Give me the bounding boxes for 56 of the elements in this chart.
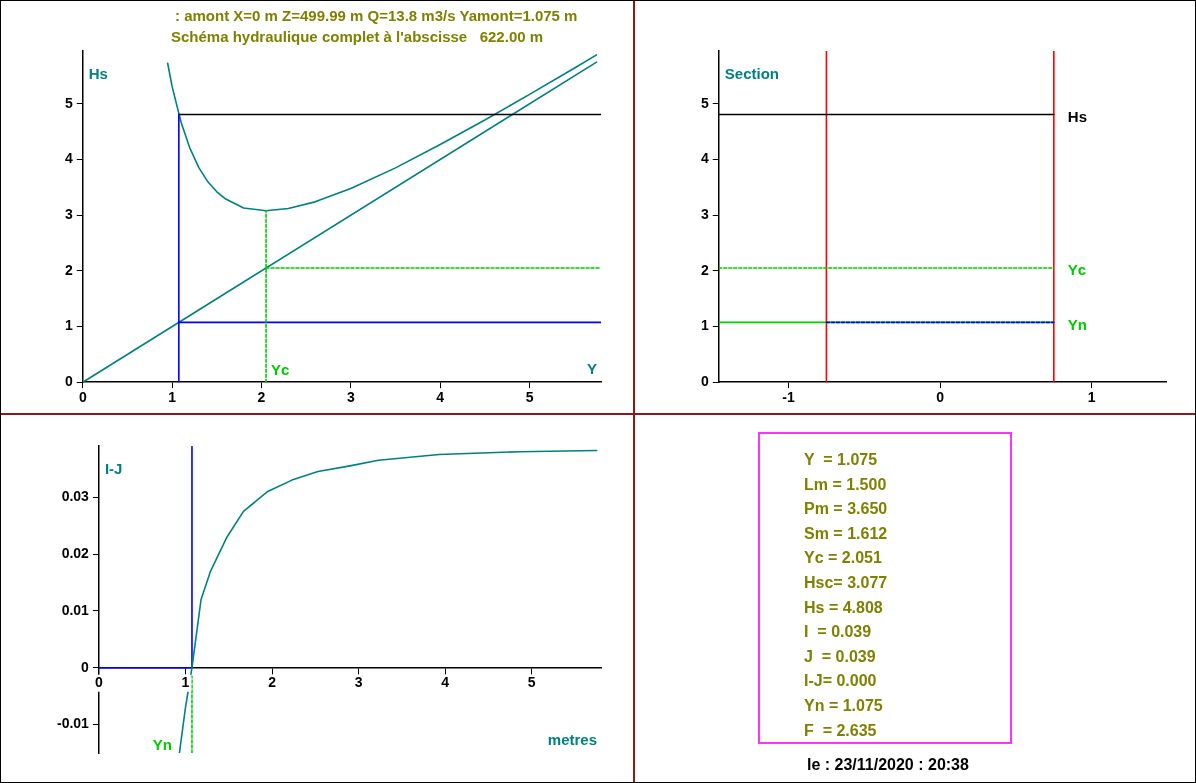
y-tick-label: 3: [64, 206, 73, 223]
x-tick-label: -1: [782, 389, 795, 406]
x-tick-label: 1: [1087, 389, 1096, 406]
y-tick-label: 1: [64, 317, 73, 334]
x-tick-label: 2: [268, 673, 277, 690]
text: Pm = 3.650: [804, 499, 889, 520]
chart-subtitle: Schéma hydraulique complet à l'abscisse 622.00 m: [171, 28, 545, 45]
y-tick-label: 2: [700, 261, 709, 278]
x-tick-label: 2: [257, 389, 266, 406]
annotation: Hs: [1067, 107, 1088, 125]
y-tick-label: 0: [81, 658, 90, 675]
y-tick-label: 0: [700, 373, 709, 390]
y-tick-label: 0.01: [61, 601, 90, 618]
y-axis-title: Section: [724, 64, 779, 82]
text: le : 23/11/2020 : 20:38: [807, 756, 969, 774]
x-tick-label: 4: [436, 389, 445, 406]
text: F = 2.635: [804, 720, 878, 741]
x-tick-label: 1: [181, 673, 190, 690]
annotation: Yc: [271, 360, 290, 378]
y-tick-label: 3: [700, 206, 709, 223]
x-tick-label: 4: [441, 673, 450, 690]
x-axis-title: metres: [547, 730, 597, 748]
y-tick-label: 5: [64, 94, 73, 111]
y-tick-label: 4: [700, 150, 709, 167]
y-tick-label: 0.02: [61, 544, 90, 561]
y-tick-label: 0.03: [61, 488, 90, 505]
text: I = 0.039: [804, 622, 873, 643]
x-tick-label: 3: [346, 389, 355, 406]
annotation: Yn: [1067, 315, 1087, 333]
text: J = 0.039: [804, 646, 877, 667]
text: Hs = 4.808: [804, 597, 884, 618]
x-tick-label: 5: [525, 389, 534, 406]
text: I-J= 0.000: [804, 671, 878, 692]
text: Yc = 2.051: [804, 548, 883, 569]
y-axis-title: Hs: [88, 64, 108, 82]
x-tick-label: 3: [354, 673, 363, 690]
y-axis-title: I-J: [104, 459, 123, 477]
text: Sm = 1.612: [804, 523, 889, 544]
text: Hsc= 3.077: [804, 572, 889, 593]
annotation: Yc: [1067, 261, 1087, 279]
y-tick-label: 2: [64, 261, 73, 278]
annotation: Yn: [152, 735, 172, 753]
text: Yn = 1.075: [804, 695, 884, 716]
y-tick-label: -0.01: [56, 715, 90, 732]
x-tick-label: 0: [936, 389, 945, 406]
x-axis-title: Y: [586, 359, 597, 377]
y-tick-label: 5: [700, 94, 709, 111]
x-tick-label: 0: [95, 673, 104, 690]
x-tick-label: 1: [168, 389, 177, 406]
y-tick-label: 4: [64, 150, 73, 167]
x-tick-label: 5: [527, 673, 536, 690]
text: Lm = 1.500: [804, 474, 888, 495]
y-tick-label: 0: [64, 373, 73, 390]
text: Y = 1.075: [804, 450, 879, 470]
y-tick-label: 1: [700, 317, 709, 334]
chart-title: : amont X=0 m Z=499.99 m Q=13.8 m3/s Yamont=1.075 m: [174, 7, 578, 24]
